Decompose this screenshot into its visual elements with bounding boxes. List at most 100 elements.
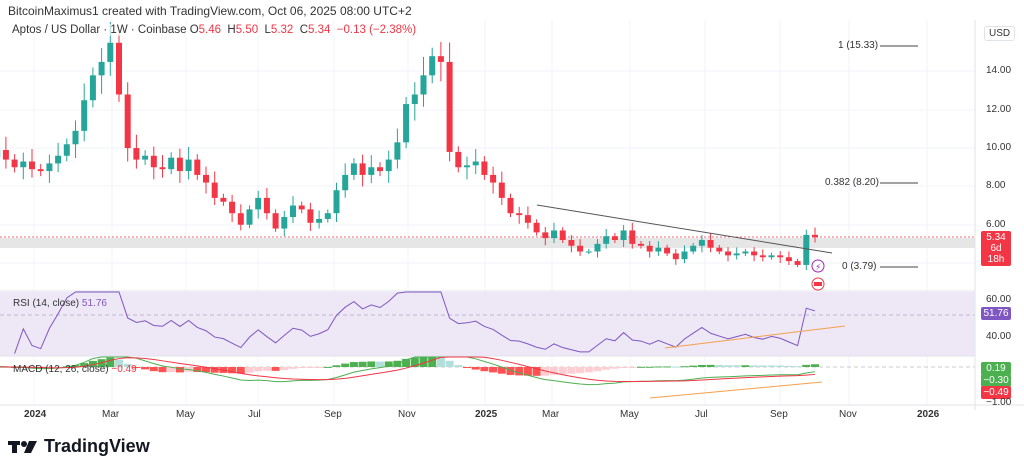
macd-histogram-bar bbox=[88, 360, 97, 367]
candle bbox=[464, 156, 470, 180]
candle-body bbox=[672, 253, 679, 260]
time-tick: 2024 bbox=[24, 409, 47, 420]
candle-body bbox=[455, 151, 462, 168]
candle-body bbox=[429, 56, 436, 76]
macd-histogram-bar bbox=[671, 366, 680, 368]
rsi-legend[interactable]: RSI (14, close) 51.76 bbox=[13, 298, 107, 309]
rsi-value: 51.76 bbox=[81, 298, 107, 309]
candle bbox=[812, 227, 818, 243]
candle bbox=[255, 190, 262, 219]
candle bbox=[237, 204, 244, 231]
macd-histogram-bar bbox=[602, 367, 611, 370]
macd-tick: −1.00 bbox=[986, 397, 1012, 408]
candle-body bbox=[211, 182, 218, 198]
candle-body bbox=[498, 182, 505, 198]
candle bbox=[185, 146, 192, 180]
candle-body bbox=[707, 240, 714, 248]
high-label: H bbox=[227, 24, 236, 36]
candle-body bbox=[124, 94, 131, 149]
macd-histogram-bar bbox=[480, 367, 489, 372]
open-label: O bbox=[189, 24, 199, 36]
macd-histogram-bar bbox=[228, 367, 237, 374]
macd-histogram-bar bbox=[341, 363, 350, 367]
candle bbox=[37, 164, 44, 177]
currency-button[interactable]: USD bbox=[984, 26, 1016, 41]
macd-histogram-bar bbox=[793, 366, 802, 368]
candle bbox=[594, 239, 601, 258]
support-zone bbox=[0, 238, 975, 248]
macd-histogram-bar bbox=[436, 357, 445, 367]
macd-histogram-bar bbox=[376, 361, 384, 367]
candle bbox=[516, 206, 523, 224]
candle bbox=[716, 244, 723, 255]
macd-histogram-bar bbox=[149, 367, 158, 372]
macd-histogram-bar bbox=[550, 367, 558, 375]
rsi-tick: 40.00 bbox=[986, 331, 1012, 342]
tradingview-logo[interactable]: TradingView bbox=[8, 436, 150, 457]
candle bbox=[768, 252, 775, 260]
candle bbox=[690, 242, 697, 255]
candle bbox=[490, 166, 497, 194]
candle-body bbox=[168, 157, 175, 170]
macd-histogram-bar bbox=[811, 364, 819, 367]
open-value: 5.46 bbox=[198, 24, 222, 36]
candle bbox=[794, 258, 801, 268]
descending-trendline bbox=[536, 204, 833, 254]
macd-histogram-bar bbox=[715, 364, 724, 367]
candle bbox=[307, 202, 314, 231]
candle-body bbox=[785, 257, 792, 262]
macd-histogram-bar bbox=[367, 361, 376, 367]
candle-body bbox=[20, 161, 27, 168]
candle-body bbox=[620, 230, 627, 241]
symbol-legend[interactable]: Aptos / US Dollar · 1W · Coinbase O5.46 … bbox=[12, 24, 417, 36]
macd-histogram-bar bbox=[271, 367, 280, 371]
candle-body bbox=[194, 159, 201, 175]
macd-histogram-bar bbox=[349, 362, 358, 367]
candle bbox=[481, 156, 488, 180]
macd-histogram-bar bbox=[463, 367, 471, 368]
macd-histogram-bar bbox=[523, 367, 532, 376]
price-tick: 14.00 bbox=[986, 65, 1012, 76]
candle-body bbox=[63, 144, 70, 156]
candle-body bbox=[324, 213, 331, 219]
candle bbox=[524, 206, 531, 229]
candle bbox=[585, 248, 592, 255]
macd-histogram-bar bbox=[645, 366, 654, 368]
candle-body bbox=[655, 247, 662, 252]
close-value: 5.34 bbox=[308, 24, 331, 36]
candle bbox=[455, 146, 462, 173]
time-tick: 2026 bbox=[917, 409, 940, 420]
macd-histogram-bar bbox=[428, 357, 437, 367]
candle bbox=[203, 166, 209, 194]
candle-body bbox=[263, 197, 270, 214]
candle-body bbox=[11, 159, 18, 168]
change-value: −0.13 (−2.38%) bbox=[336, 24, 417, 36]
macd-value: −0.49 bbox=[111, 364, 137, 375]
candle bbox=[507, 193, 514, 218]
macd-histogram-bar bbox=[384, 361, 393, 367]
macd-histogram-bar bbox=[802, 364, 811, 367]
candle bbox=[733, 247, 740, 260]
candle-body bbox=[559, 230, 566, 241]
candle-body bbox=[768, 255, 775, 258]
macd-histogram-bar bbox=[445, 360, 454, 367]
candle-body bbox=[394, 142, 401, 160]
macd-histogram-bar bbox=[732, 365, 741, 367]
macd-histogram-bar bbox=[132, 367, 141, 368]
candle-body bbox=[237, 213, 244, 225]
candle bbox=[777, 251, 784, 264]
time-tick: May bbox=[620, 409, 639, 420]
candle-body bbox=[742, 251, 749, 254]
candle bbox=[124, 82, 131, 162]
candle-body bbox=[281, 217, 288, 229]
macd-legend[interactable]: MACD (12, 26, close) −0.49 bbox=[13, 364, 137, 375]
candle bbox=[551, 222, 557, 244]
candle bbox=[759, 249, 766, 262]
candle bbox=[324, 209, 331, 223]
macd-histogram-bar bbox=[254, 367, 263, 372]
candle bbox=[681, 245, 688, 264]
candle-body bbox=[81, 100, 88, 131]
macd-histogram-bar bbox=[262, 367, 271, 371]
candle bbox=[568, 235, 575, 253]
